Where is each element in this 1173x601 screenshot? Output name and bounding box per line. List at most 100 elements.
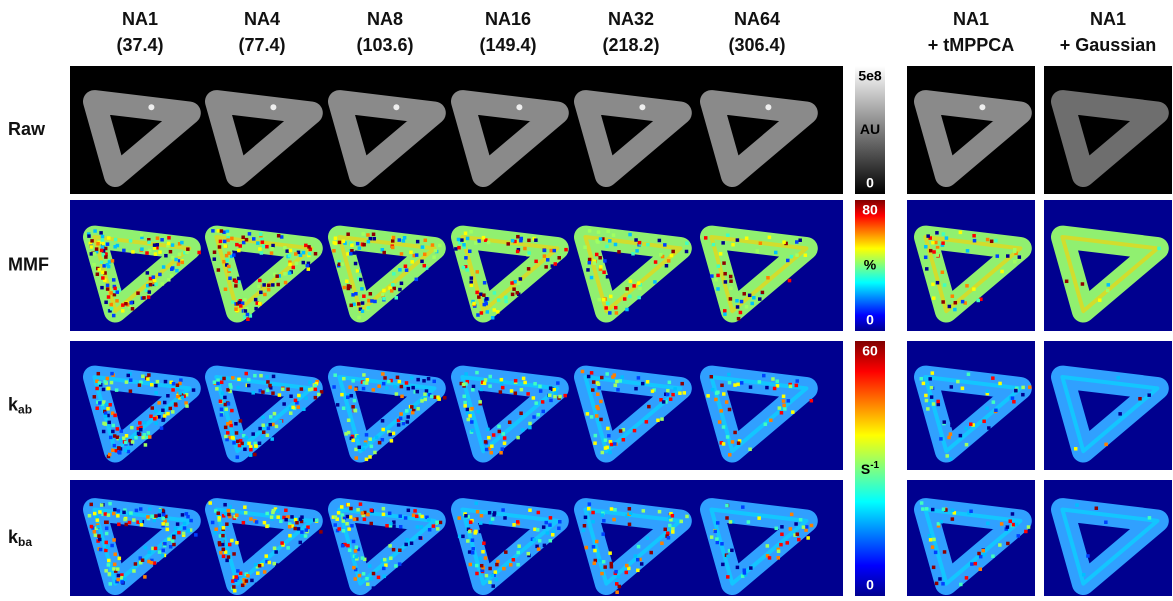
speckle <box>766 544 770 548</box>
speckle <box>410 405 414 409</box>
speckle <box>396 376 400 380</box>
speckle <box>423 253 427 257</box>
speckle <box>490 444 494 448</box>
speckle <box>419 536 423 540</box>
speckle <box>118 557 122 561</box>
speckle <box>615 380 619 384</box>
speckle <box>761 291 765 295</box>
speckle <box>175 269 179 273</box>
speckle <box>372 388 376 392</box>
speckle <box>598 559 602 563</box>
speckle <box>716 521 720 525</box>
speckle <box>390 439 394 443</box>
speckle <box>284 518 288 522</box>
speckle <box>527 251 531 255</box>
speckle <box>493 291 497 295</box>
speckle <box>603 565 607 569</box>
speckle <box>147 373 151 377</box>
speckle <box>116 427 120 431</box>
speckle <box>285 249 289 253</box>
speckle <box>226 238 230 242</box>
speckle <box>551 533 555 537</box>
speckle <box>1075 503 1079 507</box>
speckle <box>399 412 403 416</box>
speckle <box>629 280 633 284</box>
speckle <box>231 436 235 440</box>
speckle <box>300 534 304 538</box>
speckle <box>534 401 538 405</box>
speckle <box>411 411 415 415</box>
speckle <box>347 287 351 291</box>
speckle <box>107 295 111 299</box>
speckle <box>372 237 376 241</box>
speckle <box>124 302 128 306</box>
speckle <box>805 525 809 529</box>
speckle <box>180 396 184 400</box>
speckle <box>229 424 233 428</box>
speckle <box>581 370 585 374</box>
speckle <box>799 518 803 522</box>
speckle <box>496 560 500 564</box>
speckle <box>370 445 374 449</box>
speckle <box>113 414 117 418</box>
speckle <box>101 271 105 275</box>
speckle <box>554 262 558 266</box>
speckle <box>373 300 377 304</box>
speckle <box>117 450 121 454</box>
speckle <box>416 240 420 244</box>
speckle <box>234 575 238 579</box>
speckle <box>243 448 247 452</box>
speckle <box>782 395 786 399</box>
speckle <box>286 388 290 392</box>
speckle <box>583 524 587 528</box>
speckle <box>127 374 131 378</box>
speckle <box>219 400 223 404</box>
speckle <box>516 235 520 239</box>
speckle <box>539 389 543 393</box>
speckle <box>224 435 228 439</box>
speckle <box>95 407 99 411</box>
speckle <box>181 513 185 517</box>
speckle <box>779 543 783 547</box>
speckle <box>107 236 111 240</box>
speckle <box>1074 447 1078 451</box>
speckle <box>706 394 710 398</box>
speckle <box>104 412 108 416</box>
speckle <box>434 249 438 253</box>
speckle <box>154 409 158 413</box>
speckle <box>239 304 243 308</box>
speckle <box>391 239 395 243</box>
speckle <box>337 511 341 514</box>
speckle <box>528 508 532 512</box>
speckle <box>230 539 234 543</box>
speckle <box>480 514 484 518</box>
speckle <box>181 261 185 265</box>
speckle <box>466 268 470 272</box>
speckle <box>514 379 518 383</box>
speckle <box>504 300 508 304</box>
speckle <box>258 279 262 283</box>
speckle <box>471 429 475 433</box>
speckle <box>166 528 170 532</box>
speckle <box>265 512 269 516</box>
speckle <box>748 294 752 298</box>
speckle <box>974 562 978 566</box>
speckle <box>109 291 113 295</box>
speckle <box>424 239 428 243</box>
speckle <box>475 572 479 576</box>
speckle <box>351 405 355 409</box>
speckle <box>591 511 595 515</box>
speckle <box>728 408 732 412</box>
speckle <box>246 317 250 321</box>
speckle <box>731 243 735 247</box>
speckle <box>105 532 109 536</box>
speckle <box>603 259 607 263</box>
speckle <box>733 431 737 435</box>
speckle <box>950 385 954 389</box>
speckle <box>110 544 114 548</box>
speckle <box>794 522 798 526</box>
speckle <box>354 262 358 266</box>
speckle <box>272 509 276 513</box>
speckle <box>920 501 924 505</box>
speckle <box>349 252 353 256</box>
